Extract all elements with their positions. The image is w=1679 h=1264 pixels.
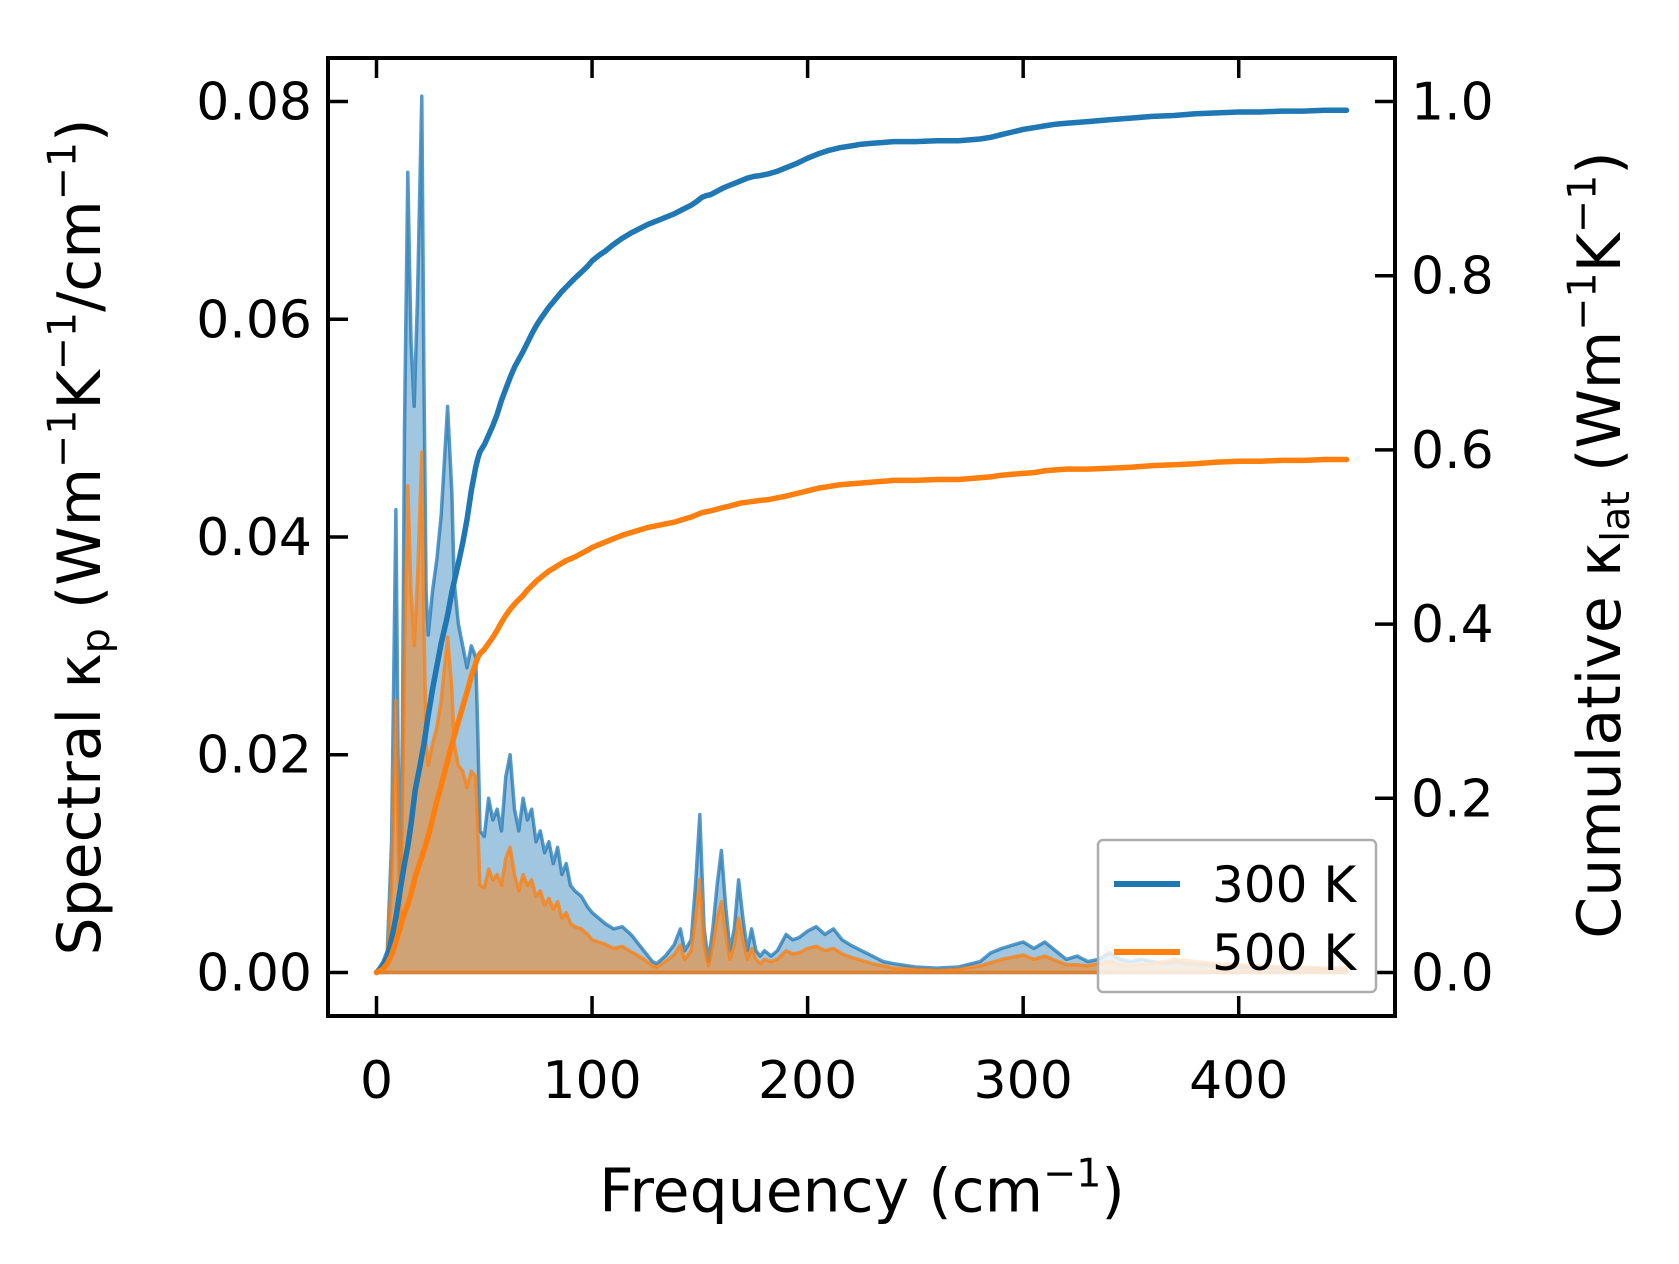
label-segment: Cumulative κ [1565, 541, 1636, 939]
label-segment: lat [1592, 491, 1639, 542]
y-axis-label-left: Spectral κp (Wm−1K−1/cm−1) [40, 118, 119, 956]
x-tick-label: 200 [758, 1051, 857, 1111]
x-axis-label: Frequency (cm−1) [599, 1154, 1125, 1221]
legend-label-500k: 500 K [1212, 924, 1357, 982]
y-tick-label-right: 0.0 [1411, 943, 1494, 1003]
label-segment: Frequency (cm [599, 1156, 1044, 1227]
y-tick-label-right: 0.4 [1411, 595, 1494, 655]
cumulative-line-300k [373, 107, 1350, 976]
y-tick-label-left: 0.02 [196, 726, 312, 786]
cumulative-line-500k [373, 456, 1350, 976]
label-segment: ) [1101, 1156, 1125, 1227]
y-tick-label-left: 0.08 [196, 73, 312, 133]
y-axis-label-right: Cumulative κlat (Wm−1K−1) [1560, 151, 1639, 939]
x-tick-label: 300 [974, 1051, 1073, 1111]
legend: 300 K 500 K [1096, 838, 1378, 994]
label-segment: −1 [1559, 272, 1606, 331]
y-tick-label-left: 0.04 [196, 508, 312, 568]
y-tick-label-right: 0.6 [1411, 421, 1494, 481]
label-segment: p [72, 628, 119, 654]
label-segment: ) [1565, 151, 1636, 175]
label-segment: −1 [1043, 1150, 1102, 1197]
label-segment: /cm [45, 200, 116, 312]
y-tick-label-left: 0.00 [196, 943, 312, 1003]
legend-label-300k: 300 K [1212, 856, 1357, 914]
spectral-area-500k [374, 450, 1349, 975]
label-segment: ) [45, 118, 116, 142]
label-segment: K [1565, 233, 1636, 273]
label-segment: K [45, 370, 116, 410]
x-tick-label: 100 [542, 1051, 641, 1111]
y-tick-label-right: 0.2 [1411, 769, 1494, 829]
label-segment: (Wm [45, 467, 116, 629]
label-segment: −1 [1559, 174, 1606, 234]
label-segment: (Wm [1565, 330, 1636, 492]
y-tick-label-right: 1.0 [1411, 73, 1494, 133]
label-segment: −1 [39, 311, 86, 371]
y-tick-label-left: 0.06 [196, 290, 312, 350]
label-segment: Spectral κ [45, 653, 116, 956]
label-segment: −1 [39, 409, 86, 468]
x-tick-label: 400 [1189, 1051, 1288, 1111]
x-tick-label: 0 [360, 1051, 393, 1111]
label-segment: −1 [39, 141, 86, 201]
y-tick-label-right: 0.8 [1411, 247, 1494, 307]
